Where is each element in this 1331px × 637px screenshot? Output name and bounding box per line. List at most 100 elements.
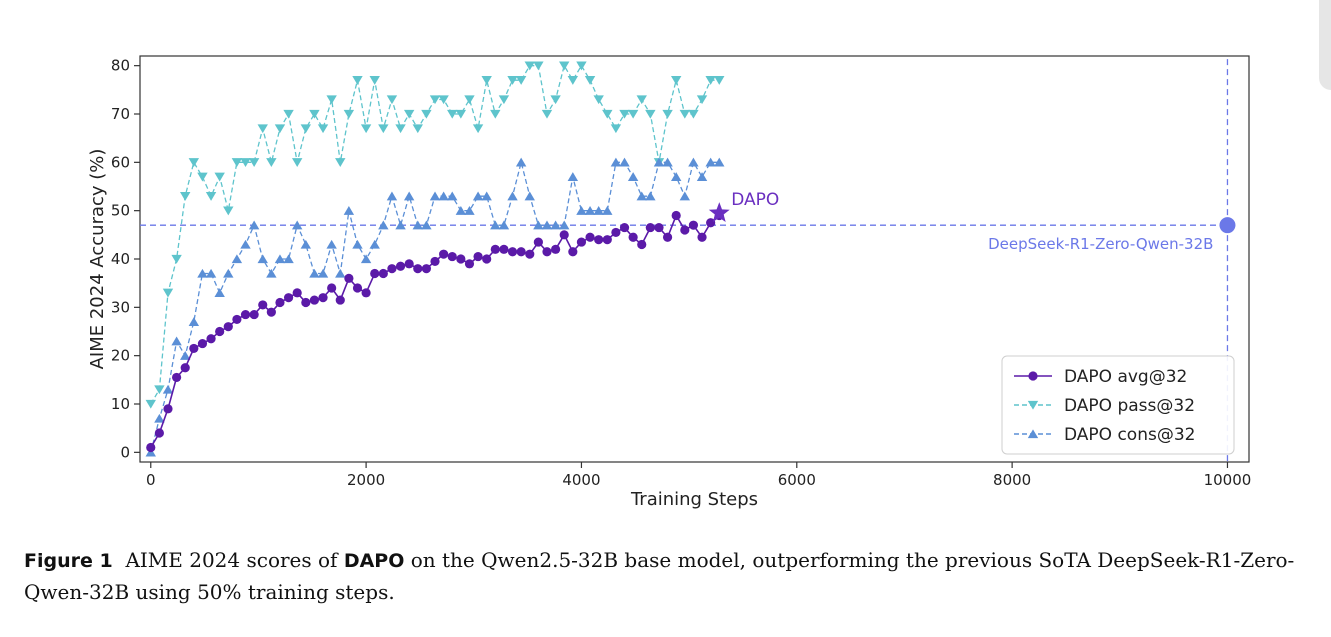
data-point bbox=[309, 268, 320, 278]
data-point bbox=[696, 172, 708, 181]
data-point bbox=[602, 109, 613, 119]
data-point bbox=[214, 172, 225, 182]
data-point bbox=[412, 124, 423, 134]
data-point bbox=[551, 244, 561, 254]
data-point bbox=[309, 109, 320, 119]
y-tick-label: 70 bbox=[111, 105, 130, 123]
data-point bbox=[447, 251, 457, 262]
data-point bbox=[360, 124, 372, 134]
data-point bbox=[275, 297, 285, 308]
legend-marker bbox=[1027, 400, 1039, 410]
data-point bbox=[447, 191, 458, 201]
data-point bbox=[335, 268, 346, 278]
data-point bbox=[559, 220, 570, 230]
dapo-annotation-label: DAPO bbox=[731, 190, 779, 210]
data-point bbox=[146, 442, 156, 453]
legend-item: DAPO pass@32 bbox=[1014, 396, 1195, 416]
data-point bbox=[559, 61, 570, 71]
legend-item: DAPO avg@32 bbox=[1014, 367, 1187, 387]
data-point bbox=[439, 249, 449, 259]
data-point bbox=[438, 191, 449, 201]
data-point bbox=[688, 109, 699, 119]
data-point bbox=[559, 230, 569, 240]
data-point bbox=[274, 124, 286, 134]
legend-label: DAPO cons@32 bbox=[1064, 425, 1195, 445]
data-point bbox=[670, 172, 682, 181]
data-point bbox=[206, 334, 216, 344]
data-point bbox=[205, 192, 217, 201]
data-point bbox=[645, 191, 656, 201]
x-tick-label: 8000 bbox=[993, 471, 1031, 489]
annotation-layer: DAPO DeepSeek-R1-Zero-Qwen-32B bbox=[708, 190, 1236, 253]
data-point bbox=[300, 124, 312, 134]
series-layer bbox=[145, 61, 725, 457]
data-point bbox=[387, 264, 397, 274]
data-point bbox=[593, 205, 604, 215]
data-point bbox=[257, 254, 268, 264]
data-point bbox=[429, 191, 441, 201]
data-point bbox=[369, 239, 380, 249]
data-point bbox=[430, 256, 440, 267]
data-point bbox=[593, 95, 604, 105]
data-point bbox=[533, 237, 543, 247]
data-point bbox=[645, 222, 655, 233]
data-point bbox=[507, 191, 518, 201]
data-point bbox=[550, 95, 561, 105]
data-point bbox=[714, 76, 725, 85]
data-point bbox=[636, 191, 647, 201]
data-point bbox=[662, 109, 673, 119]
y-tick-label: 10 bbox=[111, 395, 130, 413]
caption-highlight: DAPO bbox=[343, 550, 405, 572]
data-point bbox=[421, 264, 432, 274]
data-point bbox=[231, 254, 243, 264]
data-point bbox=[455, 205, 467, 215]
data-point bbox=[525, 249, 535, 259]
data-point bbox=[352, 76, 363, 85]
data-point bbox=[481, 76, 492, 85]
data-point bbox=[172, 372, 182, 383]
data-point bbox=[197, 172, 208, 182]
data-point bbox=[619, 109, 630, 119]
series-dapo-pass-32 bbox=[145, 61, 725, 409]
data-point bbox=[696, 95, 708, 105]
data-point bbox=[283, 293, 294, 303]
data-point bbox=[395, 261, 406, 271]
y-tick-label: 60 bbox=[111, 153, 130, 171]
data-point bbox=[232, 314, 242, 325]
data-point bbox=[162, 384, 174, 394]
x-tick-label: 2000 bbox=[347, 471, 385, 489]
deepseek-annotation-label: DeepSeek-R1-Zero-Qwen-32B bbox=[988, 235, 1213, 253]
data-point bbox=[610, 124, 622, 134]
data-point bbox=[567, 172, 579, 181]
caption-text-before: AIME 2024 scores of bbox=[125, 548, 338, 572]
data-point bbox=[215, 326, 225, 337]
data-point bbox=[515, 76, 527, 85]
data-point bbox=[361, 288, 371, 298]
data-point bbox=[498, 95, 510, 105]
data-point bbox=[317, 124, 329, 134]
data-point bbox=[163, 404, 173, 414]
data-point bbox=[205, 268, 217, 278]
data-point bbox=[533, 220, 544, 230]
data-point bbox=[636, 95, 647, 105]
legend-item: DAPO cons@32 bbox=[1014, 425, 1195, 445]
data-point bbox=[214, 288, 225, 297]
data-point bbox=[335, 158, 346, 168]
ticks-layer: 0 2000 4000 6000 8000 10000 0 10 20 30 40 50 60 70 80 bbox=[111, 57, 1251, 489]
data-point bbox=[541, 220, 553, 230]
series-dapo-cons-32 bbox=[145, 157, 725, 457]
data-point bbox=[301, 297, 311, 308]
x-tick-label: 0 bbox=[146, 471, 156, 489]
data-point bbox=[413, 264, 423, 274]
data-point bbox=[223, 268, 234, 278]
data-point bbox=[473, 251, 483, 262]
data-point bbox=[438, 95, 449, 105]
data-point bbox=[542, 247, 552, 257]
data-point bbox=[188, 317, 200, 326]
data-point bbox=[662, 157, 673, 167]
data-point bbox=[584, 205, 596, 215]
data-point bbox=[490, 109, 501, 119]
data-point bbox=[576, 205, 587, 215]
data-point bbox=[248, 158, 260, 168]
data-point bbox=[240, 158, 251, 168]
